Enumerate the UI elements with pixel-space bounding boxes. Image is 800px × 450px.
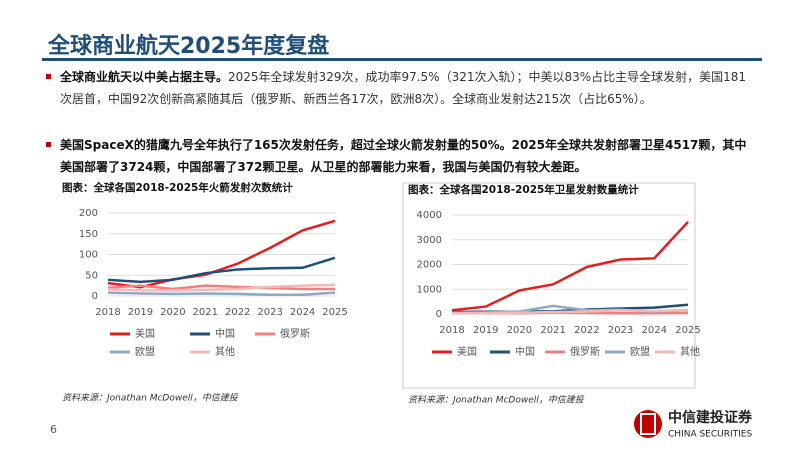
logo-text: 中信建投证券	[668, 409, 753, 426]
legend-label: 中国	[515, 345, 535, 358]
legend-label: 美国	[457, 345, 477, 358]
y-tick-label: 1000	[417, 284, 442, 295]
x-tick-label: 2018	[439, 325, 464, 336]
y-tick-label: 3000	[417, 235, 442, 246]
series-line	[451, 308, 689, 315]
page-number: 6	[50, 423, 57, 436]
y-tick-label: 4000	[417, 210, 442, 221]
y-tick-label: 200	[79, 208, 98, 219]
legend-label: 其他	[680, 345, 700, 358]
x-tick-label: 2019	[473, 325, 498, 336]
bullet: 美国SpaceX的猎鹰九号全年执行了165次发射任务，超过全球火箭发射量的50%…	[46, 134, 750, 178]
title-rule	[42, 58, 762, 61]
series-line	[451, 220, 689, 312]
series-line	[107, 291, 336, 297]
x-tick-label: 2020	[160, 307, 185, 318]
bullet-bold: 美国SpaceX的猎鹰九号全年执行了165次发射任务，超过全球火箭发射量的50%…	[60, 138, 747, 174]
chart-source: 资料来源：Jonathan McDowell，中信建投	[62, 393, 239, 404]
x-tick-label: 2025	[675, 325, 700, 336]
bullet: 全球商业航天以中美占据主导。2025年全球发射329次，成功率97.5%（321…	[46, 66, 750, 110]
logo-icon-mark	[640, 413, 656, 435]
x-tick-label: 2019	[128, 307, 153, 318]
legend-label: 欧盟	[135, 346, 155, 358]
x-tick-label: 2024	[290, 307, 315, 318]
bullet-text: 2025年全球发射329次，成功率97.5%（321次入轨）；中美以83%占比主…	[60, 70, 747, 106]
series-line	[107, 283, 336, 292]
x-tick-label: 2023	[608, 325, 633, 336]
x-tick-label: 2022	[225, 307, 250, 318]
legend-label: 欧盟	[630, 346, 650, 358]
legend-label: 其他	[215, 345, 235, 358]
legend-label: 美国	[135, 327, 155, 340]
bullet-bold: 全球商业航天以中美占据主导。	[60, 70, 229, 84]
x-tick-label: 2024	[642, 325, 667, 336]
y-tick-label: 50	[85, 270, 98, 281]
series-line	[107, 256, 336, 284]
x-tick-label: 2021	[193, 307, 218, 318]
legend-label: 中国	[215, 327, 235, 340]
series-line	[107, 284, 335, 291]
chart-frame	[402, 182, 696, 389]
chart-title: 图表：全球各国2018-2025年卫星发射数量统计	[408, 183, 639, 196]
x-tick-label: 2021	[540, 325, 565, 336]
logo-text-en: CHINA SECURITIES	[668, 430, 752, 440]
y-tick-label: 2000	[417, 260, 442, 271]
x-tick-label: 2018	[95, 307, 120, 318]
chart-title: 图表：全球各国2018-2025年火箭发射次数统计	[62, 181, 293, 194]
x-tick-label: 2025	[322, 307, 347, 318]
y-tick-label: 100	[79, 250, 98, 261]
y-tick-label: 150	[79, 229, 98, 240]
chart-source: 资料来源：Jonathan McDowell，中信建投	[408, 395, 585, 406]
y-tick-label: 0	[436, 309, 442, 320]
x-tick-label: 2023	[257, 307, 282, 318]
x-tick-label: 2020	[507, 325, 532, 336]
y-tick-label: 0	[92, 291, 98, 302]
legend-label: 俄罗斯	[280, 327, 310, 340]
x-tick-label: 2022	[574, 325, 599, 336]
slide-title: 全球商业航天2025年度复盘	[48, 34, 330, 59]
legend-label: 俄罗斯	[570, 345, 600, 358]
